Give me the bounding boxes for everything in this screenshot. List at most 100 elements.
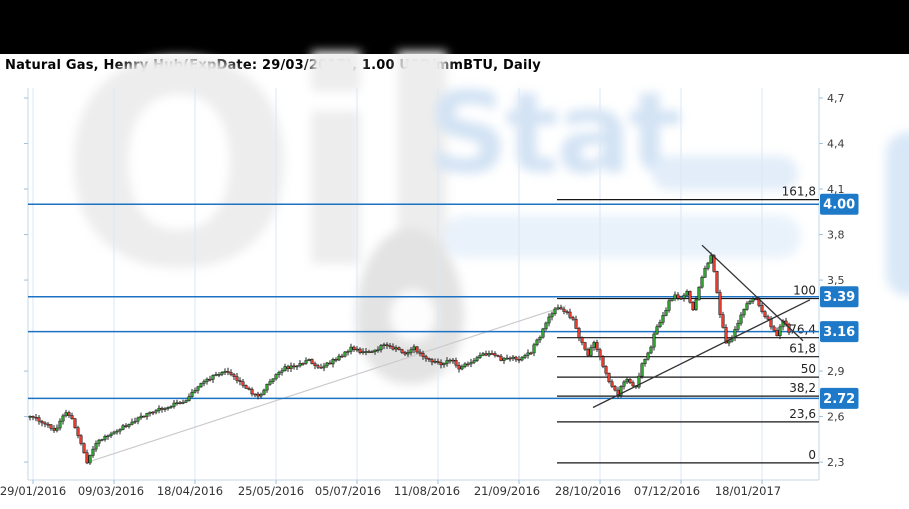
- candle: [673, 291, 677, 302]
- chart-title: Natural Gas, Henry Hub(ExpDate: 29/03/20…: [5, 58, 541, 73]
- candle: [589, 344, 593, 358]
- candle: [721, 311, 725, 329]
- candle-body: [580, 337, 584, 343]
- candle: [646, 351, 650, 361]
- candle: [64, 409, 68, 418]
- candle-body: [55, 427, 59, 431]
- price-badge[interactable]: 2.72: [820, 387, 859, 409]
- fib-level-label: 38,2: [789, 381, 816, 395]
- candle: [313, 361, 317, 370]
- candle: [196, 385, 200, 394]
- candle: [352, 345, 356, 352]
- candle-body: [748, 300, 752, 304]
- candle: [643, 358, 647, 367]
- rising-support-black[interactable]: [592, 299, 811, 409]
- candle: [466, 361, 470, 367]
- candle: [547, 313, 551, 327]
- candle: [460, 364, 464, 371]
- candle: [73, 417, 77, 429]
- candle: [157, 405, 161, 414]
- price-badge-box[interactable]: [820, 193, 859, 215]
- candle-body: [220, 372, 224, 375]
- candle-body: [691, 302, 695, 311]
- candle: [205, 377, 209, 385]
- candle-body: [712, 255, 716, 272]
- candle: [628, 378, 632, 384]
- candle-body: [628, 378, 632, 383]
- candle-body: [238, 380, 242, 382]
- candle: [724, 324, 728, 344]
- candle-body: [442, 363, 446, 366]
- candle-body: [340, 355, 344, 358]
- candle-body: [577, 328, 581, 338]
- candle: [523, 353, 527, 360]
- candle: [364, 347, 368, 356]
- candle-body: [508, 357, 512, 360]
- y-axis-label: 3,5: [827, 274, 845, 287]
- watermark-stat-text: Stat: [428, 69, 682, 199]
- price-badge[interactable]: 3.39: [820, 286, 859, 308]
- candle: [184, 399, 188, 404]
- falling-resistance-black[interactable]: [701, 244, 804, 342]
- x-axis-label: 05/07/2016: [315, 484, 381, 498]
- candle-body: [637, 375, 641, 388]
- candle: [238, 377, 242, 386]
- candle: [103, 434, 107, 442]
- candle-body: [544, 322, 548, 330]
- candle: [727, 337, 731, 347]
- candle: [595, 339, 599, 352]
- candle-body: [388, 345, 392, 347]
- candle-body: [493, 353, 497, 356]
- candle-body: [337, 355, 341, 361]
- candle-body: [298, 363, 302, 367]
- candle-body: [247, 388, 251, 390]
- candle-body: [385, 344, 389, 346]
- candle-body: [274, 374, 278, 380]
- candle: [346, 349, 350, 356]
- candle-body: [619, 386, 623, 396]
- candle: [214, 371, 218, 377]
- candle: [511, 355, 515, 361]
- candle-body: [343, 351, 347, 357]
- candle-body: [652, 333, 656, 348]
- candle-body: [355, 348, 359, 351]
- candle: [451, 357, 455, 364]
- candle-body: [214, 374, 218, 376]
- candle-body: [469, 362, 473, 365]
- price-badge[interactable]: 3.16: [820, 321, 859, 343]
- candle-body: [265, 384, 269, 391]
- x-axis-label: 07/12/2016: [634, 484, 700, 498]
- candle: [325, 361, 329, 369]
- fib-level-label: 161,8: [782, 185, 816, 199]
- candle: [763, 310, 767, 319]
- price-badge-box[interactable]: [820, 321, 859, 343]
- candle-body: [115, 430, 119, 433]
- candle-body: [529, 352, 533, 355]
- candle-body: [40, 420, 44, 424]
- x-axis-label: 09/03/2016: [78, 484, 144, 498]
- candle: [283, 363, 287, 372]
- candle-body: [685, 291, 689, 296]
- candle-body: [364, 351, 368, 353]
- candle: [679, 295, 683, 301]
- candle: [493, 351, 497, 358]
- candle: [292, 363, 296, 370]
- price-badge[interactable]: 4.00: [820, 193, 859, 215]
- candle-body: [709, 255, 713, 264]
- candle: [193, 387, 197, 394]
- candle: [136, 416, 140, 425]
- rising-support-gray[interactable]: [87, 305, 567, 463]
- candle: [274, 373, 278, 381]
- candle: [487, 350, 491, 358]
- candle-body: [262, 389, 266, 395]
- price-badge-box[interactable]: [820, 387, 859, 409]
- candle-body: [88, 455, 92, 464]
- candle-body: [34, 416, 38, 419]
- candle-body: [655, 326, 659, 335]
- candle: [448, 358, 452, 364]
- candle: [250, 387, 254, 397]
- price-badge-box[interactable]: [820, 286, 859, 308]
- candle-body: [313, 363, 317, 366]
- candle: [310, 358, 314, 365]
